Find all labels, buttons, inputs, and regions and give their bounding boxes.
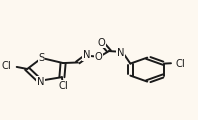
Text: S: S: [39, 53, 45, 63]
Text: Cl: Cl: [2, 61, 12, 71]
Text: O: O: [94, 52, 102, 62]
Text: H: H: [117, 47, 124, 56]
Text: N: N: [83, 50, 90, 60]
Text: Cl: Cl: [58, 81, 68, 91]
Text: O: O: [97, 38, 105, 48]
Text: Cl: Cl: [175, 59, 185, 69]
Text: N: N: [117, 48, 124, 58]
Text: N: N: [37, 77, 45, 87]
